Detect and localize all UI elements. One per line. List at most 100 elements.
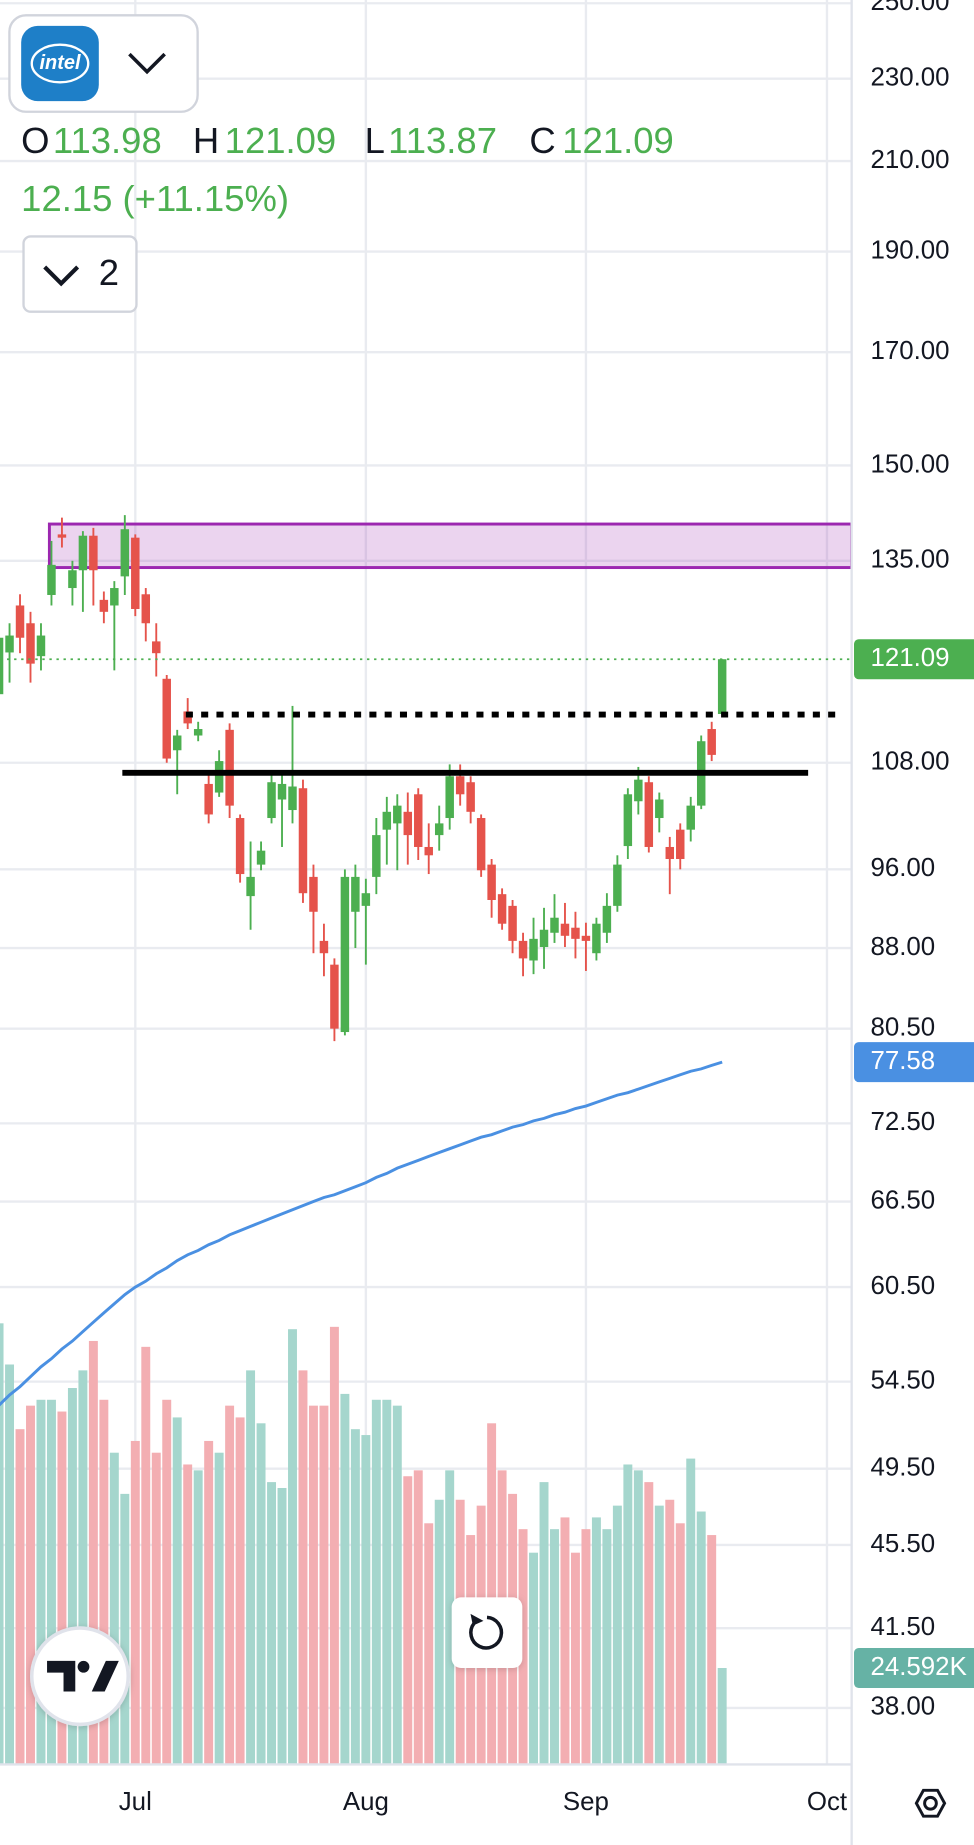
volume-bar (602, 1529, 612, 1765)
y-tick-label: 49.50 (870, 1454, 935, 1482)
volume-bar (644, 1482, 654, 1765)
candle-body (68, 570, 77, 589)
moving-average-line (0, 1060, 723, 1407)
y-tick-label: 72.50 (870, 1108, 935, 1136)
y-tick-label: 190.00 (870, 236, 949, 264)
candle-body (99, 599, 109, 612)
candle-body (309, 876, 318, 912)
candle-body (613, 864, 622, 906)
candle-body (466, 782, 475, 812)
candle-body (246, 876, 255, 897)
ohlc-value: 113.98 (53, 120, 162, 161)
logo-shape (47, 1660, 76, 1692)
volume-bar (36, 1399, 46, 1765)
indicators-toggle[interactable]: 2 (22, 235, 138, 313)
candle-body (361, 893, 371, 906)
volume-bar (633, 1470, 643, 1765)
candle-body (162, 678, 171, 759)
candle-body (372, 835, 381, 877)
volume-bar (298, 1370, 308, 1765)
last-price-label: 121.09 (870, 644, 949, 672)
candle-body (110, 588, 119, 606)
candle-body (225, 729, 234, 806)
y-tick-label: 108.00 (870, 748, 949, 776)
settings-icon-center (923, 1795, 938, 1811)
volume-label-bg (854, 1648, 974, 1688)
candle-body (0, 637, 4, 695)
candle-body (120, 529, 130, 577)
volume-bar (267, 1482, 277, 1765)
candle-body (382, 811, 392, 830)
candle-body (518, 940, 528, 959)
reset-box[interactable] (451, 1597, 523, 1668)
candle-body (298, 788, 308, 894)
symbol-selector[interactable]: intel (8, 14, 199, 113)
candle-body (665, 846, 675, 860)
volume-bar (654, 1505, 664, 1765)
candle-body (602, 905, 612, 933)
ohlc-label: L (365, 120, 385, 161)
volume-bar (591, 1517, 601, 1765)
ohlc-legend: O 113.98 H 121.09 L 113.87 C 121.09 12.1… (21, 120, 674, 219)
volume-bar (707, 1535, 717, 1765)
y-tick-label: 170.00 (870, 337, 949, 365)
candle-body (256, 850, 266, 865)
volume-bar (26, 1405, 35, 1765)
candle-body (655, 799, 664, 819)
candle-body (340, 876, 350, 1033)
volume-bar (57, 1411, 67, 1765)
volume-bar (193, 1470, 203, 1765)
y-tick-label: 250.00 (870, 0, 949, 16)
volume-bar (529, 1552, 539, 1765)
volume-bar (686, 1458, 696, 1765)
plot-area (0, 515, 852, 1765)
y-tick-label: 66.50 (870, 1186, 935, 1214)
reset-button[interactable] (451, 1597, 523, 1668)
candle-body (403, 811, 413, 836)
ohlc-value: 121.09 (225, 120, 337, 161)
indicators-button[interactable] (22, 235, 138, 313)
volume-bar (550, 1529, 559, 1765)
y-tick-label: 60.50 (870, 1272, 935, 1300)
candle-body (686, 805, 695, 830)
candle-body (152, 641, 161, 654)
candle-body (560, 923, 570, 936)
candle-body (351, 876, 360, 912)
candle-body (204, 783, 213, 815)
volume-bar (424, 1523, 434, 1765)
ohlc-label: C (529, 120, 555, 161)
volume-bar (329, 1326, 339, 1765)
settings-icon[interactable] (914, 1788, 947, 1818)
volume-bar (560, 1517, 570, 1765)
volume-bar (445, 1470, 455, 1765)
volume-bar (403, 1476, 413, 1765)
candle-body (330, 964, 339, 1029)
moving-average-label: 77.58 (870, 1047, 935, 1075)
y-tick-label: 230.00 (870, 64, 949, 92)
candle-body (455, 776, 465, 795)
volume-bar (46, 1399, 56, 1765)
candle-body (393, 805, 402, 824)
y-tick-label: 80.50 (870, 1013, 935, 1041)
candle-body (497, 894, 507, 924)
candle-body (445, 776, 454, 819)
candle-body (288, 786, 297, 811)
candle-body (141, 594, 151, 624)
candle-body (717, 659, 727, 714)
indicators-count: 2 (99, 252, 119, 293)
candle-body (634, 779, 643, 802)
tradingview-logo[interactable] (29, 1626, 130, 1727)
volume-bar (172, 1417, 182, 1765)
candle-body (676, 829, 685, 860)
candle-body (623, 794, 633, 847)
volume-bar (288, 1329, 297, 1765)
candle-body (277, 783, 287, 800)
logo-circle[interactable] (29, 1626, 130, 1727)
candle-body (15, 605, 25, 638)
change-label: 12.15 (+11.15%) (21, 178, 289, 219)
settings-button[interactable] (914, 1788, 947, 1818)
volume-bar (67, 1388, 77, 1765)
x-tick-label: Aug (343, 1788, 389, 1816)
